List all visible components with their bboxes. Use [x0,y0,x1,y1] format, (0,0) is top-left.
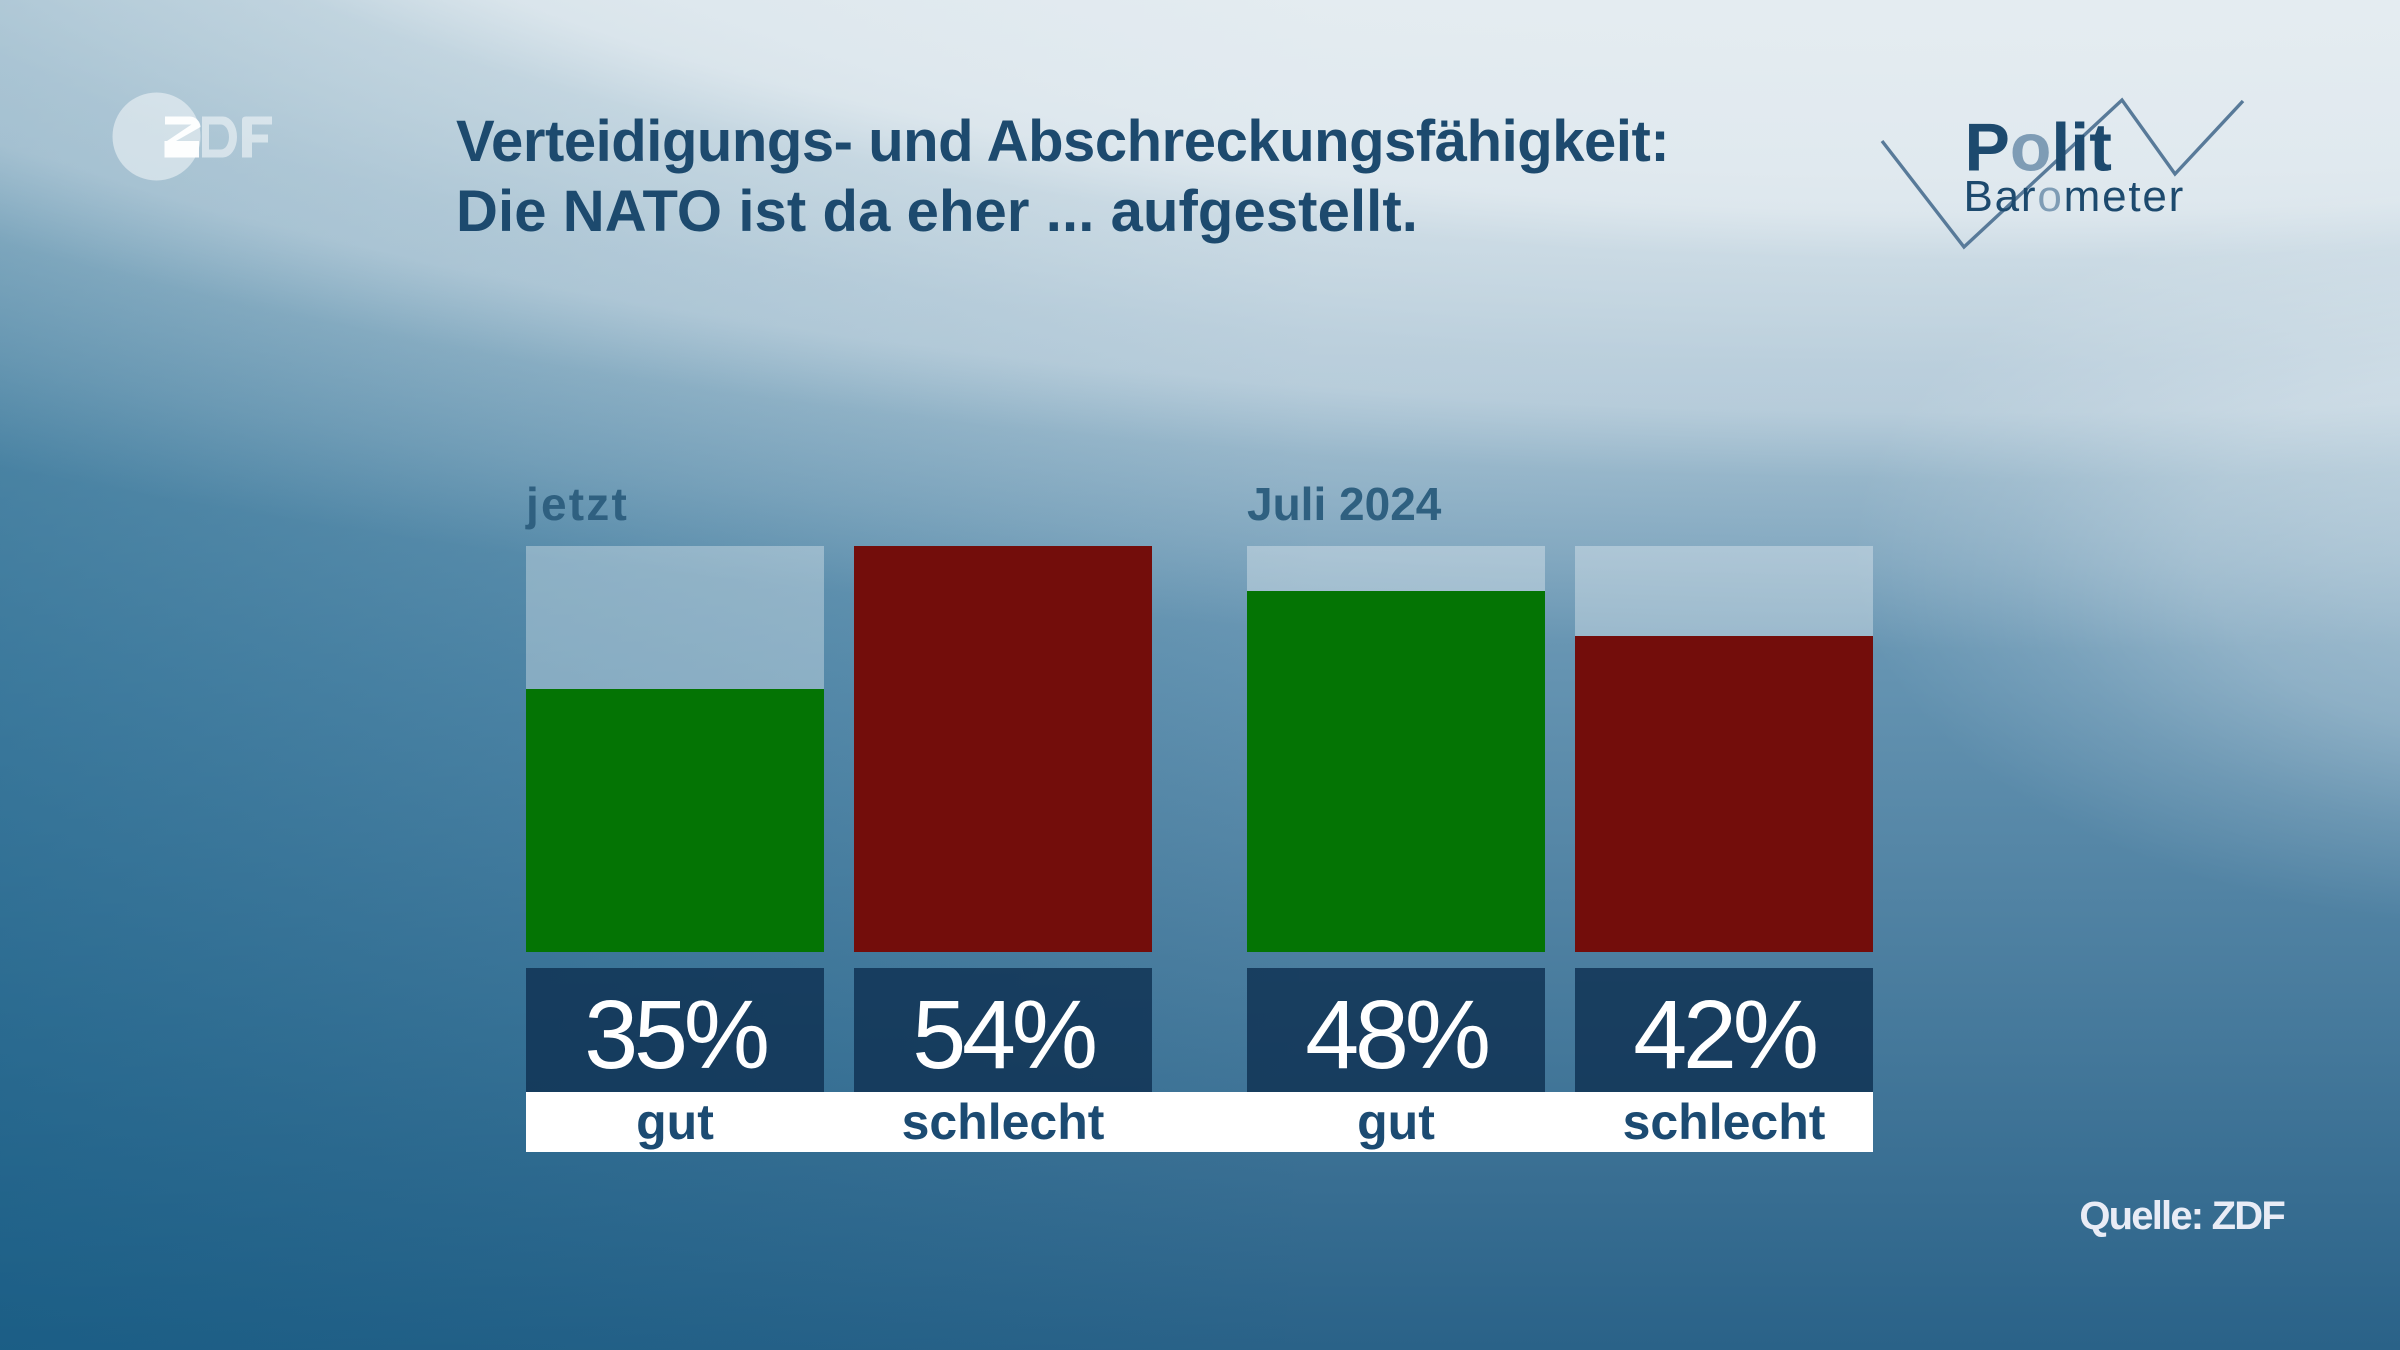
svg-text:Polit: Polit [1965,110,2112,186]
svg-text:Barometer: Barometer [1964,172,2186,221]
